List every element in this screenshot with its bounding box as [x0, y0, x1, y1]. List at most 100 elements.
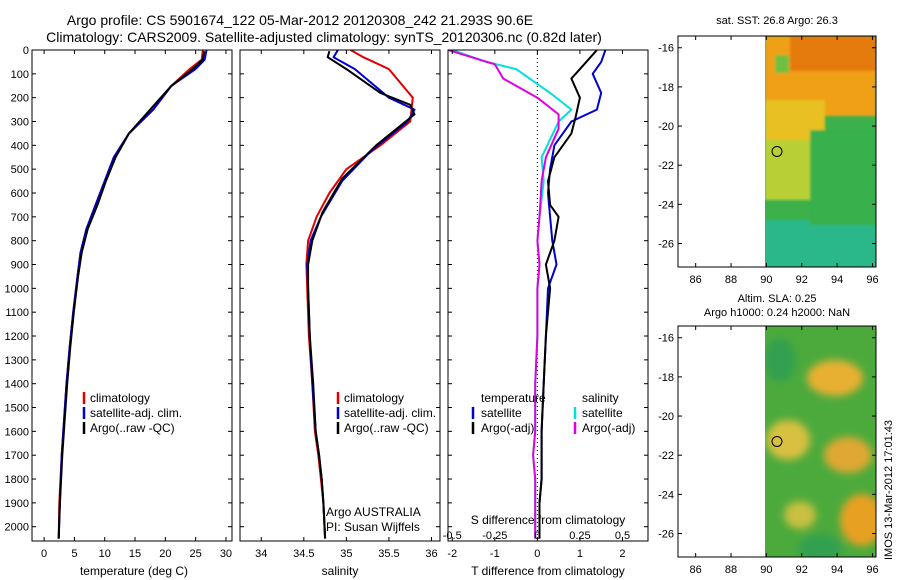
series-line-diff-2 — [451, 50, 573, 539]
legend-label-climatology: climatology — [90, 391, 150, 405]
legend-label-s-argo: Argo(-adj) — [582, 421, 635, 435]
series-line-temp-2 — [57, 51, 206, 539]
xtick-label: 34 — [255, 548, 267, 560]
series-line-temp-1 — [57, 50, 208, 539]
map-xtick-label: 96 — [866, 564, 878, 576]
map-ytick-label: -18 — [658, 372, 674, 384]
ytick-label: 300 — [11, 117, 29, 129]
difference-xlabel-top: S difference from climatology — [471, 513, 626, 527]
map-xtick-label: 90 — [760, 274, 772, 286]
difference-xlabel: T difference from climatology — [471, 564, 625, 578]
ytick-label: 1400 — [5, 379, 29, 391]
sla-argo-location-marker — [771, 436, 783, 447]
map-ytick-label: -22 — [658, 450, 674, 462]
legend-label-satellite: satellite-adj. clim. — [90, 406, 182, 420]
xtick-label: 35 — [340, 548, 352, 560]
sla-subtitle: Argo h1000: 0.24 h2000: NaN — [704, 307, 850, 319]
xtick-label: 15 — [129, 548, 141, 560]
ytick-label: 1900 — [5, 498, 29, 510]
map-xtick-label: 88 — [725, 274, 737, 286]
legend-label-climatology: climatology — [344, 391, 404, 405]
map-ytick-label: -22 — [658, 160, 674, 172]
ytick-label: 700 — [11, 212, 29, 224]
sst-green-band — [810, 130, 876, 225]
legend-label-t-satellite: satellite — [481, 406, 522, 420]
map-xtick-label: 88 — [725, 564, 737, 576]
map-ytick-label: -20 — [658, 121, 674, 133]
ytick-label: 600 — [11, 188, 29, 200]
map-ytick-label: -16 — [658, 43, 674, 55]
sst-land-mask — [678, 36, 765, 267]
legend-label-s-satellite: satellite — [582, 406, 623, 420]
map-ytick-label: -26 — [658, 529, 674, 541]
sst-south-cool — [765, 220, 876, 267]
difference-axes-frame — [447, 49, 649, 542]
temperature-axes-frame — [31, 49, 233, 542]
series-line-sal-0 — [305, 50, 414, 539]
ytick-label: 1800 — [5, 474, 29, 486]
sla-land-mask — [678, 326, 765, 557]
legend-label-argo: Argo(..raw -QC) — [90, 421, 175, 435]
ytick-label: 800 — [11, 236, 29, 248]
xtick-label: 25 — [190, 548, 202, 560]
ytick-label: 400 — [11, 140, 29, 152]
map-ytick-label: -24 — [658, 199, 674, 211]
salinity-axes-frame — [239, 49, 441, 542]
ytick-label: 1700 — [5, 450, 29, 462]
xtick-label: 10 — [99, 548, 111, 560]
salinity-panel: 34 34.5 35 35.5 36 salinity climatology sate… — [239, 49, 441, 578]
ytick-label: 1100 — [5, 307, 29, 319]
ytick-label: 1200 — [5, 331, 29, 343]
map-xtick-label: 94 — [831, 274, 843, 286]
sla-high-3 — [824, 437, 872, 473]
ytick-label: 100 — [11, 69, 29, 81]
ytick-label: 2000 — [5, 522, 29, 534]
ytick-label: 0 — [23, 45, 29, 57]
sla-low-2 — [798, 534, 842, 557]
ytick-label: 200 — [11, 93, 29, 105]
sla-map: Altim. SLA: 0.25 Argo h1000: 0.24 h2000:… — [658, 293, 878, 576]
footer-stamp: IMOS 13-Mar-2012 17:01:43 — [883, 420, 895, 560]
sst-map: sat. SST: 26.8 Argo: 26.3 86 88 90 92 94 96 -1… — [658, 15, 878, 286]
xtick-top-label: -0.5 — [443, 530, 462, 542]
ytick-label: 1000 — [5, 283, 29, 295]
xtick-top-label: 0.25 — [569, 530, 590, 542]
legend-label-satellite: satellite-adj. clim. — [344, 406, 436, 420]
map-xtick-label: 94 — [831, 564, 843, 576]
xtick-label: 0 — [534, 548, 540, 560]
map-xtick-label: 86 — [690, 564, 702, 576]
series-line-temp-0 — [57, 50, 204, 539]
difference-legend: temperature salinity satellite Argo(-adj… — [471, 391, 635, 435]
xtick-top-label: 0 — [534, 530, 540, 542]
ytick-label: 1500 — [5, 403, 29, 415]
sla-low-1 — [764, 338, 796, 382]
xtick-label: -1 — [490, 548, 500, 560]
xtick-top-label: -0.25 — [482, 530, 507, 542]
header-line-2: Climatology: CARS2009. Satellite-adjuste… — [46, 29, 602, 45]
sst-green-patch — [775, 55, 789, 73]
salinity-xlabel: salinity — [322, 564, 359, 578]
xtick-label: 20 — [159, 548, 171, 560]
xtick-label: 36 — [425, 548, 437, 560]
map-ytick-label: -16 — [658, 333, 674, 345]
difference-panel: -2 -1 0 1 2 -0.5 -0.25 0 0.25 0.5 S difference fr… — [443, 49, 649, 578]
map-ytick-label: -20 — [658, 411, 674, 423]
series-line-sal-2 — [307, 50, 416, 539]
map-xtick-label: 96 — [866, 274, 878, 286]
legend-title-temperature: temperature — [481, 391, 546, 405]
sst-argo-location-marker — [771, 146, 783, 157]
salinity-legend: climatology satellite-adj. clim. Argo(..… — [336, 391, 436, 435]
map-ytick-label: -24 — [658, 489, 674, 501]
ytick-label: 500 — [11, 164, 29, 176]
ytick-label: 900 — [11, 260, 29, 272]
xtick-label: 1 — [577, 548, 583, 560]
map-ytick-label: -18 — [658, 82, 674, 94]
legend-label-argo: Argo(..raw -QC) — [344, 421, 429, 435]
map-xtick-label: 92 — [796, 274, 808, 286]
series-line-diff-3 — [448, 50, 560, 539]
argo-agency: Argo AUSTRALIA — [326, 505, 421, 519]
series-line-diff-1 — [538, 50, 598, 539]
sst-patch-yellow — [765, 140, 810, 200]
sla-high-5 — [784, 501, 816, 529]
